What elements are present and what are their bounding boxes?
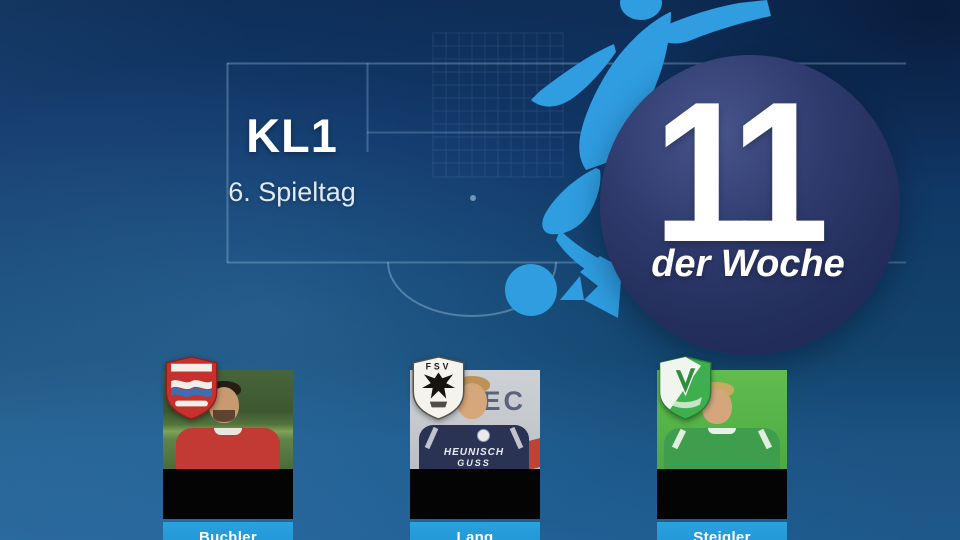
player-name: Buchler — [199, 529, 257, 540]
photo-black-strip — [163, 469, 293, 519]
silhouette-foot-wedge — [560, 276, 584, 300]
penalty-spot — [470, 195, 476, 201]
jersey-stripe — [509, 426, 524, 450]
player-card-1[interactable]: Buchler — [163, 356, 293, 540]
silhouette-arm-left — [531, 44, 616, 107]
player-name-bar: Steigler — [657, 522, 787, 540]
player-name: Lang — [456, 529, 494, 540]
player-photo — [163, 370, 293, 469]
player-name-bar: Buchler — [163, 522, 293, 540]
sponsor-line-1: HEUNISCH — [443, 447, 505, 458]
player-beard — [213, 410, 235, 422]
silhouette-head — [620, 0, 662, 20]
silhouette-torso — [579, 12, 671, 170]
player-card-2[interactable]: IEC HEUNISCH GUSS FSV Lang — [410, 356, 540, 540]
jersey-sponsor: HEUNISCH GUSS — [419, 447, 529, 468]
eleven-of-the-week-badge: 11 der Woche — [600, 55, 900, 355]
silhouette-thigh — [542, 168, 601, 235]
player-jersey — [176, 428, 280, 469]
photo-black-strip — [410, 469, 540, 519]
jersey-collar — [214, 428, 242, 435]
green-shield-club-badge-icon — [659, 356, 712, 420]
player-name: Steigler — [693, 529, 751, 540]
jersey-crest — [477, 429, 490, 442]
player-jersey — [664, 428, 780, 469]
silhouette-shin — [556, 230, 598, 272]
player-jersey: HEUNISCH GUSS — [419, 425, 529, 469]
jersey-stripe — [671, 428, 687, 450]
club-monogram — [673, 367, 698, 397]
sponsor-line-2: GUSS — [457, 458, 491, 468]
player-card-3[interactable]: Steigler — [657, 356, 787, 540]
badge-label: der Woche — [651, 243, 845, 285]
badge-number: 11 — [653, 61, 830, 284]
photo-black-strip — [657, 469, 787, 519]
football-ball — [505, 264, 557, 316]
player-name-bar: Lang — [410, 522, 540, 540]
eagle-shield-club-badge-icon: FSV — [412, 356, 465, 420]
jersey-stripe — [424, 426, 439, 450]
jersey-stripe — [757, 428, 773, 450]
matchday-subtitle: 6. Spieltag — [228, 177, 356, 207]
jersey-collar — [708, 428, 736, 434]
eagle-emblem — [422, 372, 455, 399]
club-initials: FSV — [426, 362, 452, 372]
silhouette-boot — [580, 256, 622, 318]
red-shield-club-badge-icon — [165, 356, 218, 420]
league-title: KL1 — [246, 109, 338, 162]
silhouette-arm-right — [656, 0, 771, 44]
title-block: KL1 6. Spieltag — [142, 108, 442, 208]
